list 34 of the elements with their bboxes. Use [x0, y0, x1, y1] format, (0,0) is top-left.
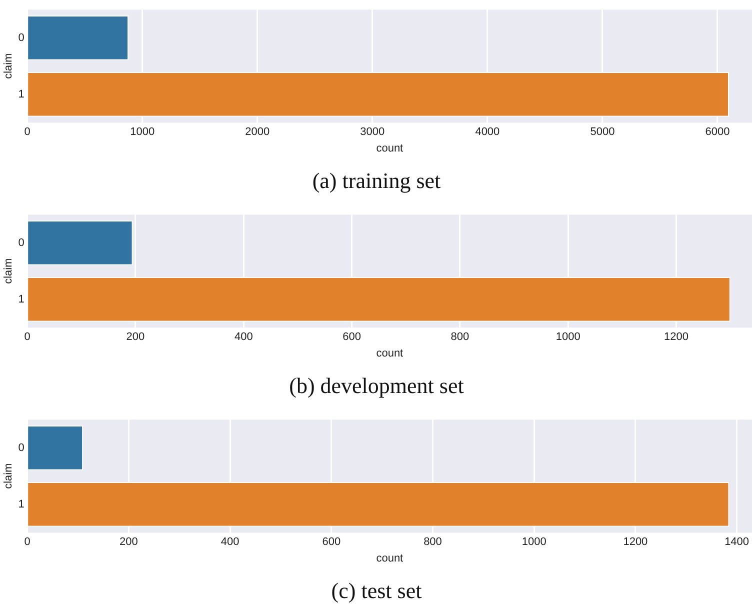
x-tick-label: 400 [234, 331, 253, 344]
y-tick-label: 1 [18, 498, 24, 510]
x-tick-label: 1200 [664, 331, 689, 344]
y-tick-label: 1 [18, 293, 24, 306]
text: (c) test set [330, 577, 423, 605]
x-tick-label: 800 [450, 331, 470, 344]
x-tick-label: 2000 [245, 126, 270, 138]
x-tick-label: 1400 [724, 536, 750, 548]
y-axis-title: claim [2, 258, 15, 284]
y-tick-label: 0 [18, 32, 24, 44]
x-tick-label: 1200 [623, 536, 648, 548]
x-axis-title: count [376, 552, 404, 564]
x-tick-label: 5000 [590, 126, 615, 138]
x-tick-label: 1000 [522, 536, 546, 548]
x-tick-label: 600 [322, 536, 341, 548]
x-tick-label: 200 [126, 331, 145, 344]
x-tick-label: 1000 [556, 331, 580, 344]
text: (a) training set [311, 167, 442, 195]
x-tick-label: 3000 [360, 126, 385, 138]
x-tick-label: 1000 [130, 126, 155, 138]
y-axis-title: claim [2, 463, 15, 489]
x-tick-label: 400 [220, 536, 240, 548]
x-tick-label: 600 [342, 331, 361, 344]
x-axis-title: count [376, 347, 404, 360]
x-tick-label: 6000 [705, 126, 730, 138]
y-tick-label: 1 [18, 88, 24, 100]
x-tick-label: 800 [424, 536, 442, 548]
y-tick-label: 0 [18, 236, 24, 249]
x-tick-label: 4000 [475, 126, 500, 138]
x-axis-title: count [376, 142, 404, 154]
y-axis-title: claim [2, 53, 15, 79]
y-tick-label: 0 [18, 442, 24, 454]
text: (b) development set [288, 372, 465, 400]
x-tick-label: 200 [119, 536, 138, 548]
